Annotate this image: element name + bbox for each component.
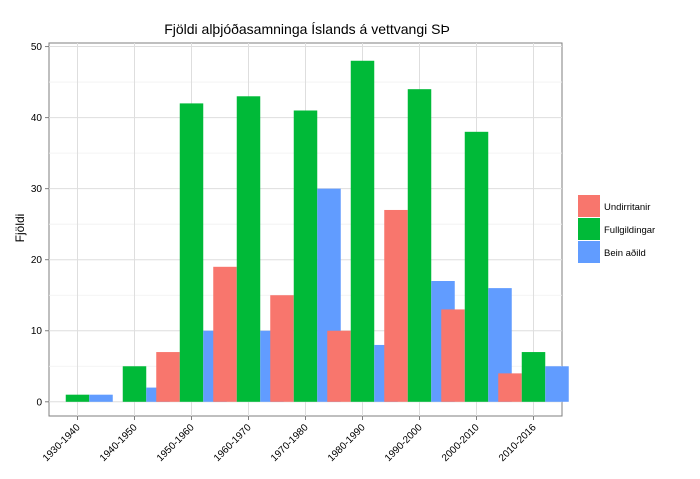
x-tick-label: 1970-1980 bbox=[269, 422, 311, 464]
y-tick-label: 0 bbox=[36, 397, 42, 408]
legend-label: Undirritanir bbox=[604, 202, 650, 213]
bar-1950-1960-0 bbox=[156, 352, 180, 402]
bar-2000-2010-1 bbox=[464, 131, 489, 402]
bar-1970-1980-1 bbox=[293, 110, 318, 402]
legend-key bbox=[578, 195, 600, 217]
x-tick-label: 1980-1990 bbox=[326, 422, 368, 464]
y-tick-label: 10 bbox=[31, 326, 43, 337]
bar-1980-1990-1 bbox=[350, 60, 375, 402]
x-tick-label: 2010-2016 bbox=[497, 422, 539, 464]
bar-1930-1940-1 bbox=[65, 394, 90, 402]
bar-2010-2016-2 bbox=[545, 366, 569, 402]
y-axis-label: Fjöldi bbox=[13, 214, 27, 243]
x-tick-label: 1990-2000 bbox=[383, 422, 425, 464]
legend-label: Fullgildingar bbox=[604, 225, 655, 236]
chart-title: Fjöldi alþjóðasamninga Íslands á vettvan… bbox=[164, 21, 450, 37]
bar-1960-1970-0 bbox=[213, 266, 237, 402]
x-tick-label: 1950-1960 bbox=[155, 422, 197, 464]
y-tick-label: 20 bbox=[31, 255, 43, 266]
bar-1990-2000-0 bbox=[384, 209, 408, 402]
legend-label: Bein aðild bbox=[604, 248, 646, 259]
bar-1990-2000-1 bbox=[407, 89, 432, 402]
x-axis: 1930-1940 1940-1950 1950-1960 1960-1970 1970… bbox=[41, 416, 539, 464]
bars-group bbox=[65, 60, 569, 402]
x-tick-label: 1960-1970 bbox=[212, 422, 254, 464]
y-tick-label: 40 bbox=[31, 113, 43, 124]
x-tick-label: 2000-2010 bbox=[440, 422, 482, 464]
bar-1950-1960-1 bbox=[179, 103, 204, 402]
bar-2010-2016-0 bbox=[498, 373, 522, 402]
bar-1970-1980-0 bbox=[270, 295, 294, 402]
y-tick-label: 50 bbox=[31, 42, 43, 53]
bar-1930-1940-2 bbox=[89, 394, 113, 402]
x-tick-label: 1940-1950 bbox=[98, 422, 140, 464]
bar-2000-2010-0 bbox=[441, 309, 465, 402]
bar-2010-2016-1 bbox=[521, 352, 546, 402]
y-tick-label: 30 bbox=[31, 184, 43, 195]
legend: Undirritanir Fullgildingar Bein aðild bbox=[578, 195, 655, 263]
bar-1940-1950-1 bbox=[122, 366, 147, 402]
bar-1960-1970-1 bbox=[236, 96, 261, 402]
bar-1980-1990-0 bbox=[327, 330, 351, 402]
legend-key bbox=[578, 218, 600, 240]
x-tick-label: 1930-1940 bbox=[41, 422, 83, 464]
y-axis: 0 10 20 30 40 50 bbox=[31, 42, 49, 408]
legend-key bbox=[578, 241, 600, 263]
